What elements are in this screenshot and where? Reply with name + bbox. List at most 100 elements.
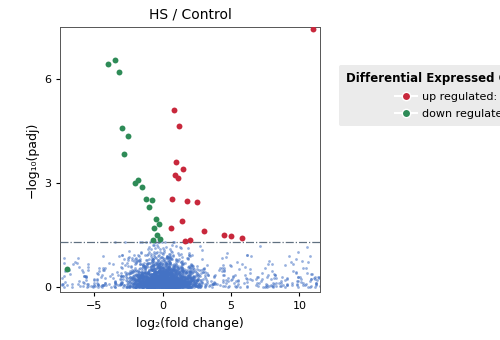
Point (174, 283, 182, 289)
Point (183, 240, 191, 245)
Point (162, 276, 170, 282)
Point (162, 282, 170, 288)
Point (156, 265, 164, 270)
Point (149, 276, 157, 282)
Point (157, 283, 165, 288)
Point (167, 278, 175, 284)
Point (160, 261, 168, 267)
Point (168, 283, 176, 289)
Point (206, 282, 214, 288)
Point (204, 272, 212, 277)
Point (170, 282, 178, 287)
Point (152, 269, 160, 274)
Point (167, 282, 175, 287)
Point (146, 284, 154, 289)
Point (142, 272, 150, 278)
Point (178, 277, 186, 283)
Point (166, 283, 173, 289)
Point (176, 244, 184, 250)
Point (170, 281, 177, 287)
Point (169, 270, 177, 275)
Point (160, 261, 168, 266)
Point (114, 269, 122, 275)
Point (58, 275, 66, 281)
Point (168, 270, 176, 275)
Point (172, 284, 180, 290)
Point (220, 284, 228, 289)
Point (129, 283, 137, 288)
Point (155, 281, 163, 287)
Point (162, 283, 170, 289)
Point (167, 280, 175, 286)
Point (137, 277, 145, 283)
Point (190, 274, 198, 279)
Point (192, 277, 200, 283)
Point (150, 265, 158, 271)
Point (180, 278, 188, 283)
Point (134, 284, 141, 289)
Point (170, 283, 178, 289)
Point (154, 257, 162, 262)
Point (148, 283, 156, 288)
Point (131, 284, 139, 289)
Point (183, 279, 191, 284)
Point (161, 271, 169, 277)
Point (168, 273, 176, 278)
Point (84, 283, 92, 289)
Point (184, 279, 192, 285)
Point (111, 280, 119, 286)
Point (218, 269, 226, 274)
Point (183, 283, 191, 288)
Point (180, 282, 188, 288)
Point (172, 277, 179, 282)
Point (173, 275, 181, 280)
Point (137, 283, 145, 289)
Point (136, 281, 144, 286)
Point (156, 280, 164, 285)
Point (168, 277, 176, 282)
Point (159, 283, 167, 288)
Point (138, 284, 145, 289)
Point (168, 277, 176, 282)
Point (162, 275, 170, 280)
Point (160, 272, 168, 277)
Point (168, 279, 175, 284)
Point (155, 282, 163, 287)
Point (138, 273, 146, 278)
Point (162, 283, 170, 288)
Point (143, 274, 151, 279)
Point (243, 279, 251, 285)
Point (146, 283, 154, 288)
Point (190, 277, 198, 283)
Point (168, 274, 176, 279)
Point (142, 278, 150, 284)
Point (176, 283, 184, 288)
Point (150, 284, 158, 290)
Point (255, 280, 263, 286)
Point (102, 265, 110, 270)
Point (162, 275, 170, 280)
Point (192, 277, 200, 283)
Point (148, 283, 156, 288)
Point (190, 274, 198, 279)
Point (167, 274, 175, 279)
Point (148, 267, 156, 272)
Point (150, 259, 158, 265)
Point (146, 281, 154, 287)
Point (167, 256, 175, 262)
Point (146, 282, 154, 288)
Point (155, 266, 163, 271)
Point (132, 282, 140, 288)
Point (132, 275, 140, 280)
Point (142, 279, 150, 284)
Point (164, 280, 172, 286)
Point (182, 284, 190, 289)
Point (312, 282, 320, 287)
Point (186, 271, 194, 276)
Point (142, 277, 150, 282)
Point (149, 279, 157, 285)
Point (132, 255, 140, 260)
Point (154, 277, 162, 283)
Point (150, 262, 158, 267)
Point (138, 278, 145, 284)
